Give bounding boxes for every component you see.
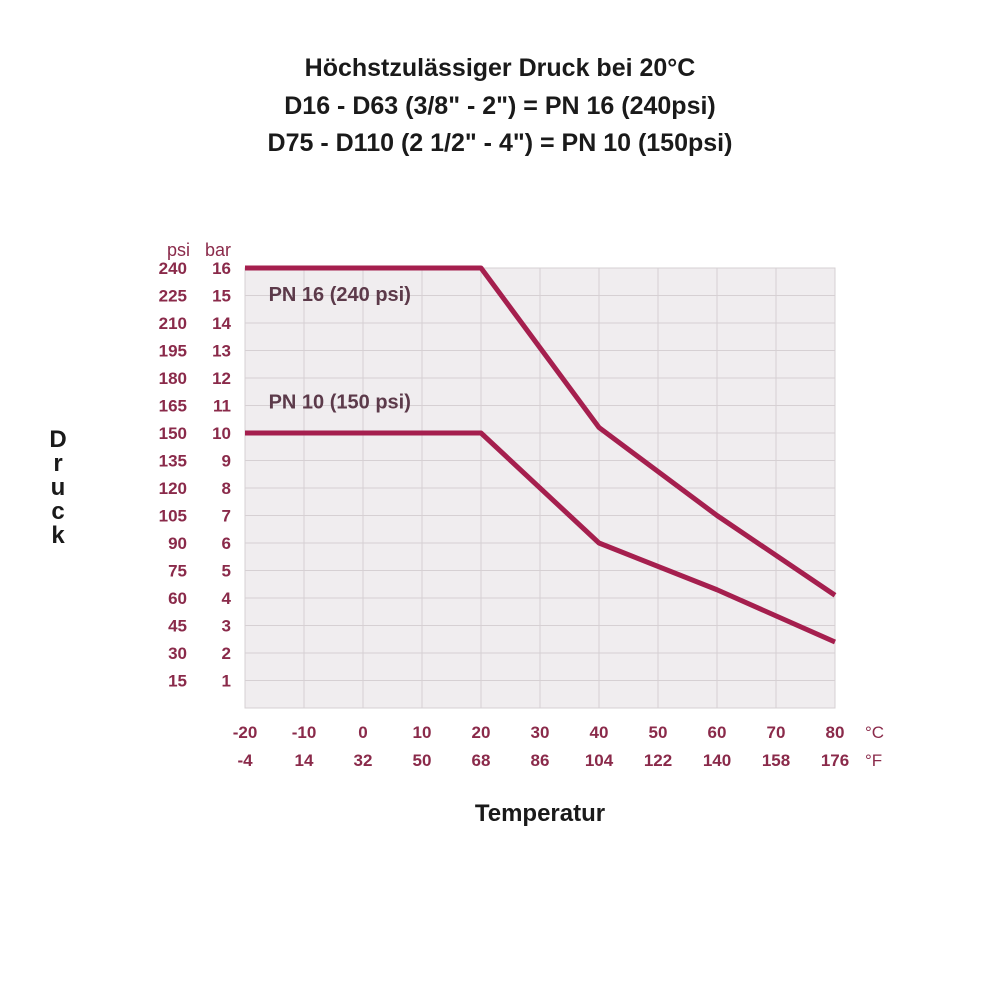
y-tick-bar: 3 bbox=[222, 617, 231, 636]
y-tick-psi: 150 bbox=[159, 424, 187, 443]
y-tick-bar: 6 bbox=[222, 534, 231, 553]
x-tick-c: -10 bbox=[292, 723, 317, 742]
x-tick-c: -20 bbox=[233, 723, 258, 742]
x-tick-f: 50 bbox=[413, 751, 432, 770]
y-tick-psi: 60 bbox=[168, 589, 187, 608]
x-tick-c: 50 bbox=[649, 723, 668, 742]
y-tick-psi: 120 bbox=[159, 479, 187, 498]
y-tick-psi: 195 bbox=[159, 342, 187, 361]
y-tick-psi: 180 bbox=[159, 369, 187, 388]
x-tick-c: 60 bbox=[708, 723, 727, 742]
y-tick-psi: 210 bbox=[159, 314, 187, 333]
series-label-PN10: PN 10 (150 psi) bbox=[269, 391, 411, 413]
header: Höchstzulässiger Druck bei 20°C D16 - D6… bbox=[0, 50, 1000, 163]
x-tick-c: 70 bbox=[767, 723, 786, 742]
x-tick-c: 30 bbox=[531, 723, 550, 742]
x-tick-f: 86 bbox=[531, 751, 550, 770]
y-tick-psi: 240 bbox=[159, 259, 187, 278]
y-tick-bar: 15 bbox=[212, 287, 231, 306]
y-axis-title: Druck bbox=[38, 428, 78, 548]
x-tick-c: 40 bbox=[590, 723, 609, 742]
x-tick-c: 0 bbox=[358, 723, 367, 742]
x-tick-c: 10 bbox=[413, 723, 432, 742]
header-line-3: D75 - D110 (2 1/2" - 4") = PN 10 (150psi… bbox=[0, 125, 1000, 163]
y-tick-bar: 14 bbox=[212, 314, 231, 333]
series-label-PN16: PN 16 (240 psi) bbox=[269, 284, 411, 306]
x-unit-c: °C bbox=[865, 723, 884, 742]
y-tick-bar: 16 bbox=[212, 259, 231, 278]
x-tick-f: 176 bbox=[821, 751, 849, 770]
x-axis-title: Temperatur bbox=[245, 800, 835, 828]
x-tick-f: 14 bbox=[295, 751, 314, 770]
y-tick-bar: 12 bbox=[212, 369, 231, 388]
y-tick-psi: 225 bbox=[159, 287, 187, 306]
x-tick-f: 68 bbox=[472, 751, 491, 770]
x-tick-f: 122 bbox=[644, 751, 672, 770]
y-tick-bar: 9 bbox=[222, 452, 231, 471]
y-tick-psi: 105 bbox=[159, 507, 187, 526]
y-tick-psi: 90 bbox=[168, 534, 187, 553]
y-tick-bar: 7 bbox=[222, 507, 231, 526]
x-tick-f: 104 bbox=[585, 751, 614, 770]
y-tick-psi: 15 bbox=[168, 672, 187, 691]
y-tick-bar: 13 bbox=[212, 342, 231, 361]
y-tick-psi: 30 bbox=[168, 644, 187, 663]
x-tick-f: 158 bbox=[762, 751, 790, 770]
y-tick-bar: 1 bbox=[222, 672, 231, 691]
y-tick-psi: 75 bbox=[168, 562, 187, 581]
x-tick-f: 140 bbox=[703, 751, 731, 770]
pressure-temperature-chart: 1513024536047559061057120813591501016511… bbox=[110, 230, 900, 860]
x-tick-c: 20 bbox=[472, 723, 491, 742]
y-tick-psi: 45 bbox=[168, 617, 187, 636]
y-tick-bar: 5 bbox=[222, 562, 231, 581]
x-tick-c: 80 bbox=[826, 723, 845, 742]
y-tick-bar: 4 bbox=[222, 589, 232, 608]
chart-container: 1513024536047559061057120813591501016511… bbox=[110, 230, 900, 860]
y-tick-psi: 165 bbox=[159, 397, 187, 416]
header-line-2: D16 - D63 (3/8" - 2") = PN 16 (240psi) bbox=[0, 88, 1000, 126]
x-tick-f: 32 bbox=[354, 751, 373, 770]
y-tick-bar: 8 bbox=[222, 479, 231, 498]
y-header-psi: psi bbox=[167, 240, 190, 260]
x-unit-f: °F bbox=[865, 751, 882, 770]
page: { "header": { "line1": "Höchstzulässiger… bbox=[0, 0, 1000, 1000]
y-header-bar: bar bbox=[205, 240, 231, 260]
y-tick-bar: 11 bbox=[213, 397, 231, 416]
header-line-1: Höchstzulässiger Druck bei 20°C bbox=[0, 50, 1000, 88]
y-tick-psi: 135 bbox=[159, 452, 187, 471]
y-tick-bar: 10 bbox=[212, 424, 231, 443]
y-tick-bar: 2 bbox=[222, 644, 231, 663]
x-tick-f: -4 bbox=[237, 751, 253, 770]
